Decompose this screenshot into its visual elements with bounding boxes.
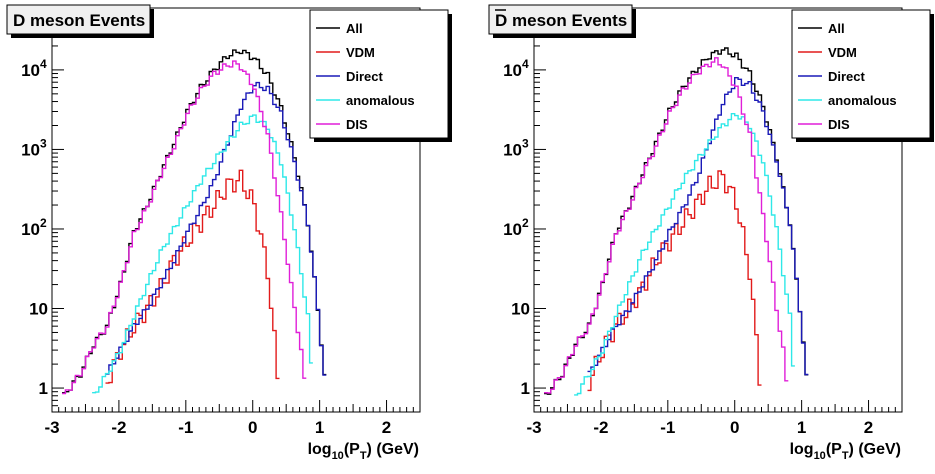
legend-entry-label: All bbox=[828, 21, 845, 36]
x-tick-label: 1 bbox=[315, 418, 324, 437]
y-tick-label: 10 bbox=[21, 140, 40, 159]
x-tick-label: -1 bbox=[660, 418, 675, 437]
legend-entry-label: VDM bbox=[828, 45, 857, 60]
y-tick-exponent: 4 bbox=[40, 57, 47, 71]
title-label: D meson Events bbox=[13, 11, 145, 30]
x-axis-label: log10(PT) (GeV) bbox=[308, 441, 419, 462]
series-all-line bbox=[544, 47, 809, 395]
legend-entry-label: DIS bbox=[346, 117, 368, 132]
x-tick-label: 0 bbox=[730, 418, 739, 437]
y-tick-exponent: 4 bbox=[522, 57, 529, 71]
x-tick-label: 1 bbox=[797, 418, 806, 437]
x-axis-label: log10(PT) (GeV) bbox=[790, 441, 901, 462]
legend: All VDM Direct anomalous DIS bbox=[791, 9, 934, 142]
y-tick-exponent: 2 bbox=[522, 216, 529, 230]
x-tick-label: 2 bbox=[864, 418, 873, 437]
title-box bbox=[488, 4, 633, 35]
x-tick-label: 2 bbox=[382, 418, 391, 437]
title-label: D meson Events bbox=[495, 11, 627, 30]
series-dis-line bbox=[544, 57, 789, 394]
legend-entry-label: DIS bbox=[828, 117, 850, 132]
series-dis-line bbox=[62, 60, 307, 395]
legend: All VDM Direct anomalous DIS bbox=[309, 9, 452, 142]
series-anomalous-line bbox=[574, 113, 795, 396]
y-tick-label: 10 bbox=[21, 220, 40, 239]
chart-title: D meson Events bbox=[6, 4, 154, 38]
series-anomalous-line bbox=[92, 114, 313, 394]
legend-entry-label: Direct bbox=[828, 69, 866, 84]
title-box bbox=[6, 4, 151, 35]
x-tick-label: -2 bbox=[593, 418, 608, 437]
x-tick-label: -1 bbox=[178, 418, 193, 437]
legend-entry-label: All bbox=[346, 21, 363, 36]
y-tick-exponent: 3 bbox=[40, 136, 47, 150]
chart-title: D meson Events bbox=[488, 4, 636, 38]
x-tick-label: 0 bbox=[248, 418, 257, 437]
y-tick-label: 1 bbox=[39, 379, 48, 398]
series-vdm-line bbox=[587, 170, 762, 392]
series-direct-line bbox=[105, 81, 327, 376]
x-tick-label: -2 bbox=[111, 418, 126, 437]
y-tick-label: 10 bbox=[503, 220, 522, 239]
legend-entry-label: anomalous bbox=[828, 93, 897, 108]
y-tick-label: 10 bbox=[29, 300, 48, 319]
x-tick-label: -3 bbox=[526, 418, 541, 437]
y-tick-label: 10 bbox=[503, 140, 522, 159]
y-tick-exponent: 3 bbox=[522, 136, 529, 150]
legend-box bbox=[791, 9, 931, 139]
y-tick-label: 10 bbox=[503, 61, 522, 80]
y-tick-label: 10 bbox=[21, 61, 40, 80]
series-direct-line bbox=[587, 77, 809, 376]
y-tick-label: 1 bbox=[521, 379, 530, 398]
legend-entry-label: anomalous bbox=[346, 93, 415, 108]
y-tick-exponent: 2 bbox=[40, 216, 47, 230]
legend-entry-label: Direct bbox=[346, 69, 384, 84]
series-all-line bbox=[62, 49, 327, 394]
legend-entry-label: VDM bbox=[346, 45, 375, 60]
x-tick-label: -3 bbox=[44, 418, 59, 437]
legend-box bbox=[309, 9, 449, 139]
y-tick-label: 10 bbox=[511, 300, 530, 319]
